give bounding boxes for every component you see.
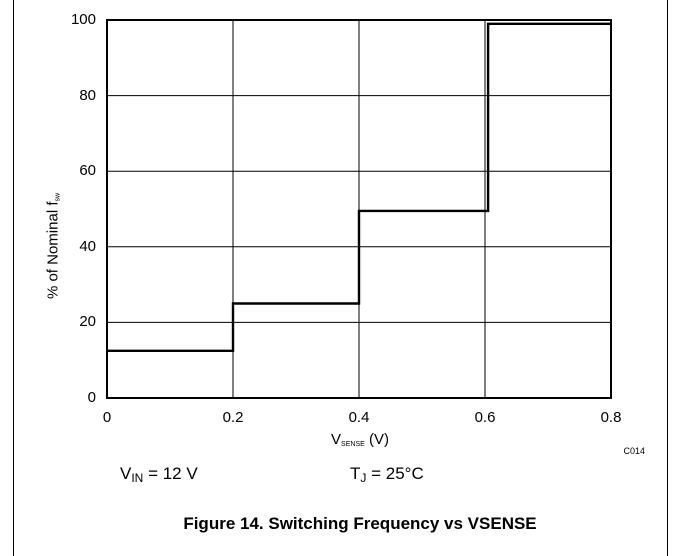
series-line	[107, 22, 611, 352]
condition-vin: VIN = 12 V	[120, 464, 198, 485]
x-tick-label: 0.4	[348, 409, 370, 426]
page-border-right	[667, 0, 668, 556]
plot-frame	[106, 19, 612, 399]
x-tick-label: 0	[102, 409, 112, 426]
y-tick-label: 0	[87, 389, 96, 406]
page-border-left	[13, 0, 14, 556]
y-tick-label: 80	[79, 86, 96, 104]
y-tick-label: 100	[70, 11, 96, 28]
y-axis-label: % of Nominal fsw	[44, 192, 62, 300]
x-tick-label: 0.8	[600, 409, 622, 426]
x-tick-label: 0.2	[222, 409, 244, 426]
x-tick-label: 0.6	[474, 409, 496, 426]
figure-code: C014	[623, 446, 645, 456]
x-axis-label: VSENSE (V)	[331, 431, 389, 448]
grid-lines	[106, 19, 612, 399]
y-tick-label: 60	[79, 162, 96, 180]
y-tick-label: 20	[79, 313, 96, 331]
y-tick-label: 40	[79, 237, 96, 255]
figure-caption: Figure 14. Switching Frequency vs VSENSE	[183, 514, 537, 533]
condition-tj: TJ = 25°C	[350, 464, 424, 485]
